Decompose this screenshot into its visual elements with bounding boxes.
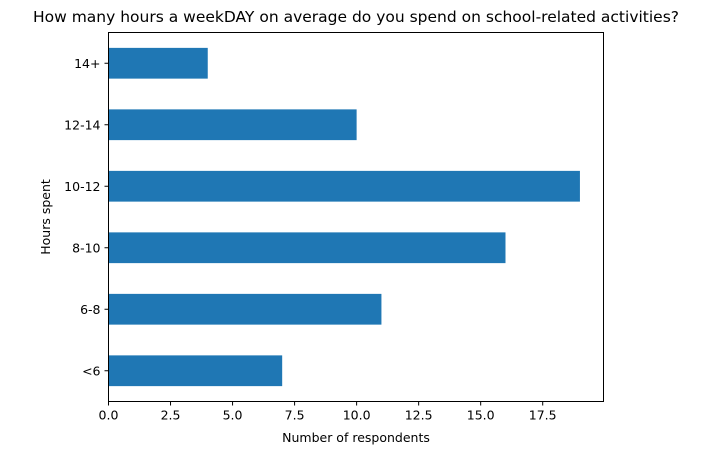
- bar-<6: [108, 355, 283, 387]
- y-tick-label: 8-10: [72, 240, 100, 255]
- bar-10-12: [108, 170, 580, 202]
- y-axis-ticks: <6 6-8 8-10 10-12 12-14 14+: [64, 56, 109, 378]
- x-tick-label: 0.0: [99, 408, 119, 423]
- y-axis-label: Hours spent: [38, 179, 53, 255]
- x-tick-label: 7.5: [285, 408, 305, 423]
- plot-area-frame: [108, 32, 604, 402]
- y-tick-label: 10-12: [64, 179, 100, 194]
- x-tick-label: 2.5: [161, 408, 181, 423]
- bar-8-10: [108, 232, 506, 264]
- x-tick-label: 5.0: [223, 408, 243, 423]
- y-tick-label: <6: [82, 363, 100, 378]
- bar-14+: [108, 47, 208, 79]
- x-axis-label: Number of respondents: [282, 430, 430, 445]
- y-tick-label: 6-8: [80, 302, 100, 317]
- x-axis-ticks: 0.0 2.5 5.0 7.5 10.0 12.5 15.0 17.5: [99, 401, 557, 423]
- bar-6-8: [108, 293, 382, 325]
- chart-title: How many hours a weekDAY on average do y…: [33, 8, 679, 26]
- y-tick-label: 14+: [74, 56, 100, 71]
- x-tick-label: 12.5: [405, 408, 433, 423]
- x-tick-label: 10.0: [343, 408, 371, 423]
- x-tick-label: 15.0: [467, 408, 495, 423]
- y-tick-label: 12-14: [64, 117, 100, 132]
- bars-group: [108, 47, 580, 387]
- x-tick-label: 17.5: [529, 408, 557, 423]
- bar-12-14: [108, 109, 357, 141]
